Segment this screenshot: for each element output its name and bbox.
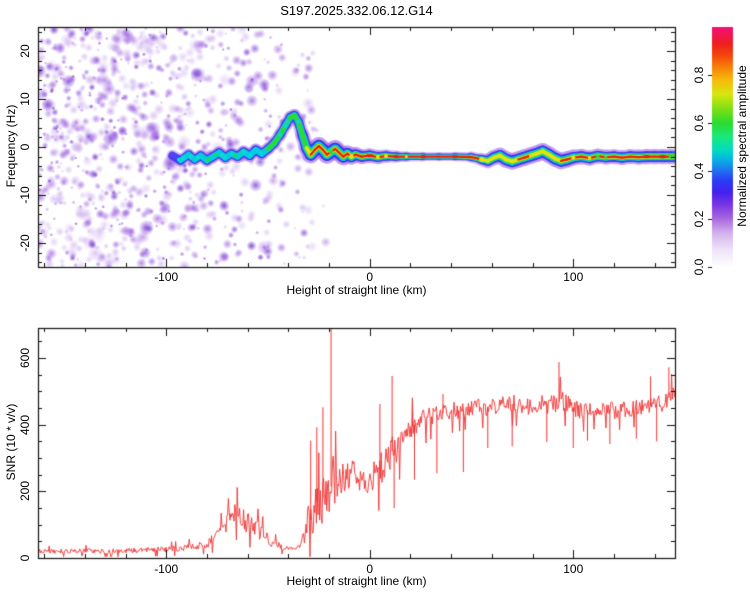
snr-xlabel: Height of straight line (km) — [286, 574, 427, 588]
spectrogram-xlabel: Height of straight line (km) — [286, 283, 427, 297]
figure-title: S197.2025.332.06.12.G14 — [280, 3, 433, 18]
colorbar-label: Normalized spectral amplitude — [735, 65, 749, 227]
spectrogram-ylabel: Frequency (Hz) — [4, 104, 18, 188]
snr-ylabel: SNR (10 * v/v) — [4, 403, 18, 481]
